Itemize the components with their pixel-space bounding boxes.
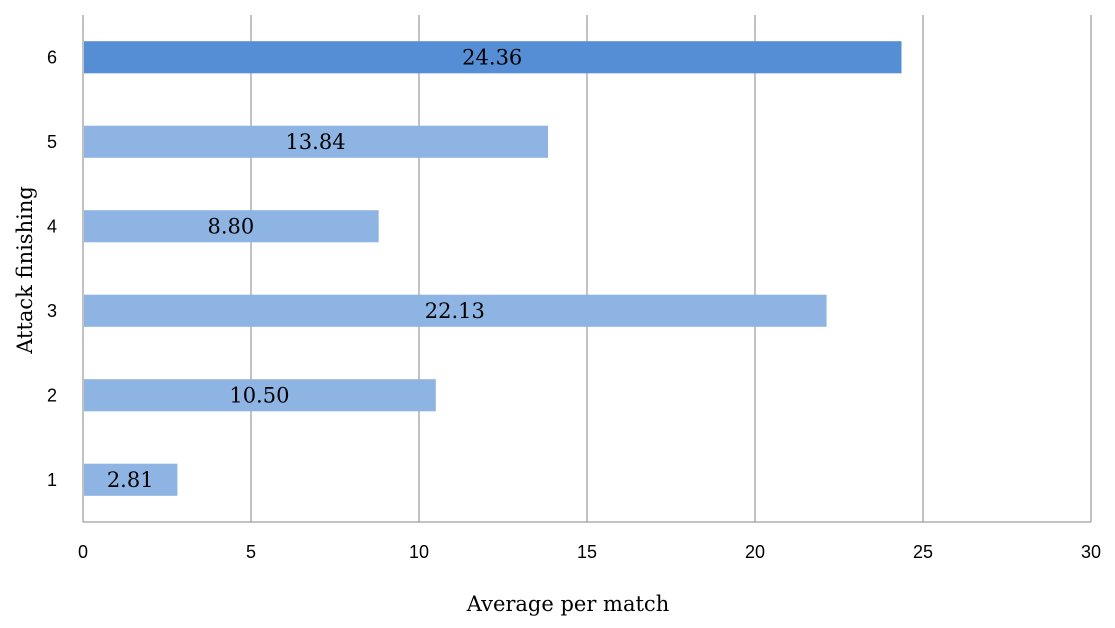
bar-value-label-4: 8.80: [207, 214, 254, 238]
y-tick-label-6: 6: [47, 47, 57, 67]
x-tick-label: 0: [78, 542, 88, 562]
y-tick-label-3: 3: [47, 301, 57, 321]
axes: [82, 15, 1091, 523]
data-labels: 2.81 10.50 22.13 8.80 13.84 24.36: [107, 45, 522, 492]
bar-2: [84, 379, 436, 412]
gridlines: [250, 15, 1092, 522]
bar-5: [84, 125, 549, 158]
bar-1: [84, 463, 178, 496]
bar-4: [84, 210, 379, 243]
x-tick-label: 15: [577, 542, 597, 562]
bar-value-label-2: 10.50: [229, 383, 289, 407]
x-tick-label: 20: [745, 542, 765, 562]
y-axis-title: Attack finishing: [13, 186, 37, 355]
y-tick-label-5: 5: [47, 132, 57, 152]
bar-value-label-1: 2.81: [107, 468, 154, 492]
bars: [84, 41, 902, 496]
y-tick-label-1: 1: [47, 470, 57, 490]
x-tick-label: 30: [1081, 542, 1101, 562]
bar-value-label-6: 24.36: [462, 45, 522, 69]
x-tick-label: 5: [246, 542, 256, 562]
y-tick-label-4: 4: [47, 216, 57, 236]
x-tick-label: 25: [913, 542, 933, 562]
bar-6: [84, 41, 902, 74]
x-tick-labels: 0 5 10 15 20 25 30: [78, 542, 1101, 562]
x-tick-label: 10: [409, 542, 429, 562]
y-tick-labels: 1 2 3 4 5 6: [47, 47, 57, 490]
bar-value-label-3: 22.13: [425, 299, 485, 323]
bar-3: [84, 294, 827, 327]
y-tick-label-2: 2: [47, 385, 57, 405]
x-axis-title: Average per match: [466, 592, 669, 616]
bar-value-label-5: 13.84: [285, 130, 345, 154]
